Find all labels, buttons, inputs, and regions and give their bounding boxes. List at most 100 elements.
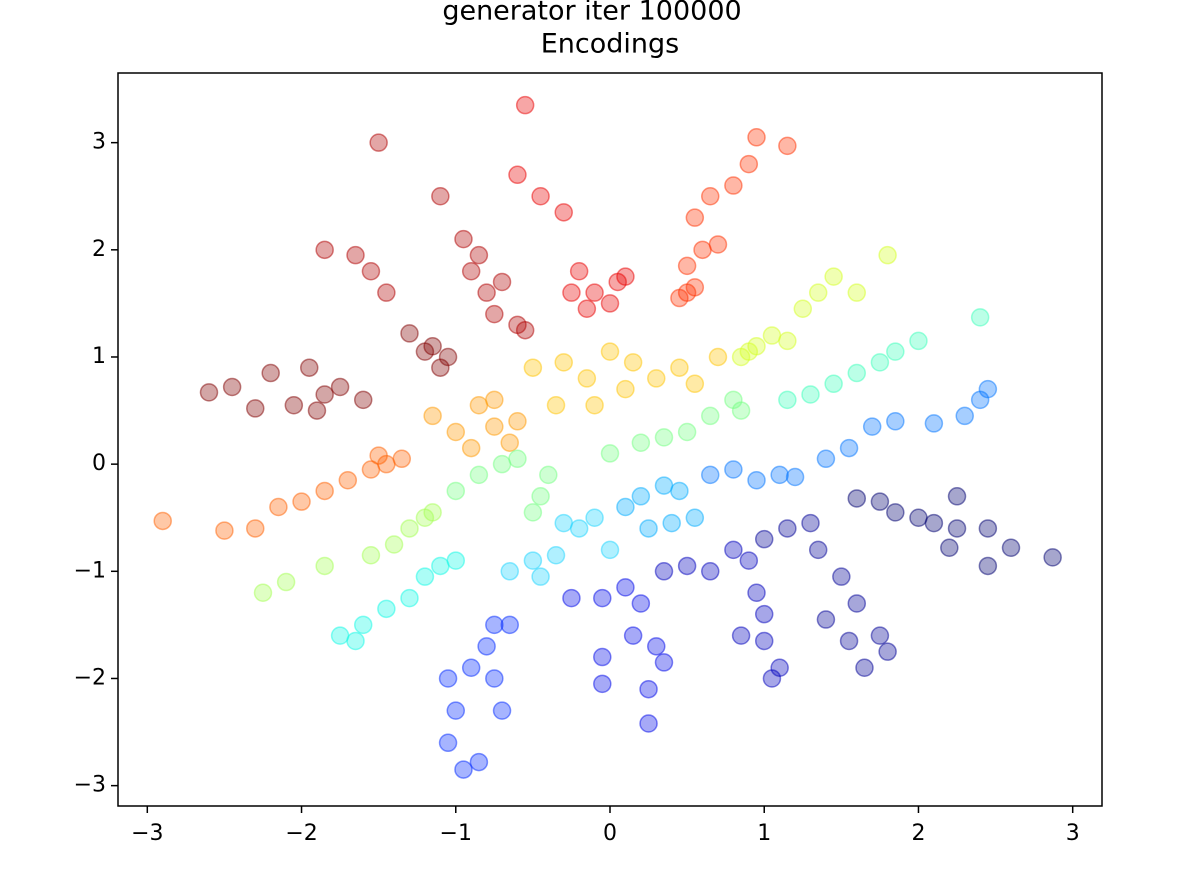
point <box>685 208 705 227</box>
point <box>639 679 658 699</box>
x-tick-label: 1 <box>757 821 771 846</box>
point <box>554 203 573 222</box>
point <box>515 320 535 340</box>
point <box>361 460 381 479</box>
point <box>485 669 504 688</box>
point <box>531 186 550 206</box>
point <box>886 412 905 431</box>
point <box>747 583 766 602</box>
point <box>492 272 512 292</box>
point <box>708 347 728 367</box>
point <box>762 669 782 688</box>
point <box>793 299 813 319</box>
point <box>315 556 334 576</box>
point <box>400 588 419 608</box>
point <box>330 626 350 645</box>
point <box>747 470 766 490</box>
point <box>670 481 689 501</box>
point <box>677 556 697 576</box>
point <box>639 714 658 733</box>
point <box>423 503 442 522</box>
point <box>330 377 350 397</box>
point <box>701 562 720 581</box>
point <box>808 283 828 302</box>
point <box>554 513 573 533</box>
point <box>562 283 581 302</box>
point <box>569 519 589 538</box>
point <box>654 562 674 581</box>
point <box>423 406 442 426</box>
x-tick-label: 2 <box>911 821 925 846</box>
point <box>847 489 867 508</box>
point <box>600 342 620 361</box>
point <box>215 521 234 540</box>
point <box>762 326 782 345</box>
point <box>870 626 890 645</box>
point <box>616 379 635 399</box>
point <box>346 245 365 265</box>
point <box>631 487 651 506</box>
y-tick-label: 3 <box>92 130 106 155</box>
point <box>315 385 334 404</box>
point <box>739 154 759 174</box>
point <box>585 508 604 527</box>
point <box>338 470 358 490</box>
point <box>754 529 774 549</box>
point <box>454 760 473 779</box>
point <box>593 647 612 667</box>
point <box>778 331 797 351</box>
point <box>631 433 651 452</box>
point <box>361 262 381 281</box>
point <box>855 658 874 678</box>
point <box>593 674 612 694</box>
point <box>878 245 897 265</box>
point <box>454 229 473 249</box>
point <box>492 701 512 720</box>
point <box>801 513 820 533</box>
point <box>940 538 959 557</box>
point <box>816 610 836 629</box>
point <box>824 267 843 286</box>
point <box>631 594 651 613</box>
point <box>508 412 527 431</box>
point <box>685 374 705 394</box>
point <box>701 406 720 426</box>
point <box>523 358 543 377</box>
point <box>546 545 566 565</box>
point <box>677 422 697 442</box>
point <box>377 283 396 302</box>
point <box>909 508 928 527</box>
point <box>562 588 581 608</box>
point <box>824 374 843 394</box>
point <box>415 342 435 361</box>
point <box>947 487 967 506</box>
point <box>754 604 774 624</box>
point <box>346 631 365 651</box>
point <box>523 503 543 522</box>
point <box>623 353 643 372</box>
point <box>924 513 944 533</box>
point <box>708 235 728 254</box>
point <box>500 562 519 581</box>
point <box>315 240 334 260</box>
point <box>600 540 620 560</box>
point <box>446 422 466 442</box>
point <box>955 406 974 426</box>
point <box>724 540 743 560</box>
point <box>400 519 419 538</box>
point <box>970 308 990 327</box>
point <box>778 519 797 538</box>
point <box>515 95 535 115</box>
point <box>662 513 681 533</box>
point <box>677 283 697 302</box>
point <box>446 551 466 570</box>
point <box>731 401 751 420</box>
point <box>654 428 674 447</box>
point <box>839 438 859 458</box>
point <box>423 337 442 356</box>
point <box>353 615 373 635</box>
y-tick-label: 2 <box>92 237 106 262</box>
point <box>754 631 774 651</box>
point <box>353 390 373 410</box>
